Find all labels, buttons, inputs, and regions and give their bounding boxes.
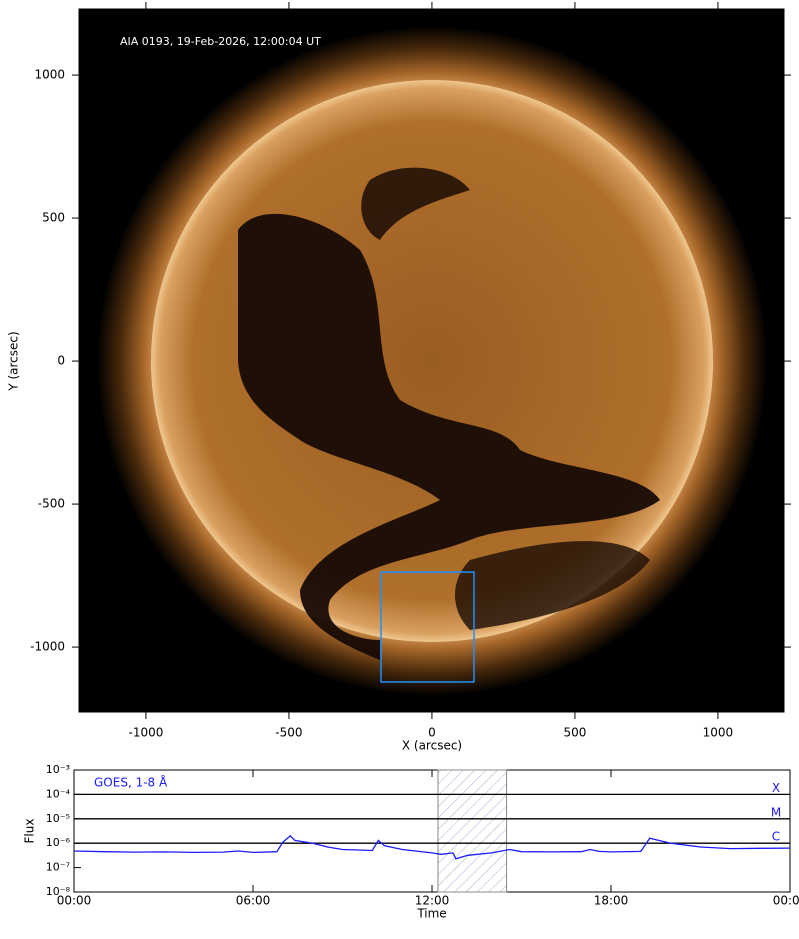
y-tick-label: 500 bbox=[42, 211, 65, 225]
y-tick-label: 10⁻⁸ bbox=[46, 885, 71, 898]
x-tick-label: 0 bbox=[428, 726, 436, 740]
level-label: M bbox=[771, 805, 781, 819]
x-tick-label: 12:00 bbox=[415, 894, 450, 908]
y-tick-label: 1000 bbox=[34, 68, 65, 82]
region-box bbox=[380, 571, 475, 683]
y-tick-label: 10⁻⁷ bbox=[46, 861, 70, 874]
flux-line bbox=[73, 835, 791, 860]
x-axis-label: X (arcsec) bbox=[402, 739, 462, 753]
x-tick-label: 00:00 bbox=[57, 894, 92, 908]
sun-image bbox=[97, 26, 767, 696]
level-label: X bbox=[772, 781, 780, 795]
plot-frame bbox=[73, 769, 791, 893]
image-title: AIA 0193, 19-Feb-2026, 12:00:04 UT bbox=[120, 35, 321, 48]
y-tick-label: 0 bbox=[57, 354, 65, 368]
y-axis-label: Y (arcsec) bbox=[7, 331, 21, 391]
x-tick-label: 00:00 bbox=[773, 894, 799, 908]
y-tick-label: 10⁻⁴ bbox=[46, 787, 71, 800]
x-tick-label: -500 bbox=[275, 726, 302, 740]
y-tick-label: -1000 bbox=[30, 640, 65, 654]
y-tick-label: 10⁻³ bbox=[46, 763, 70, 776]
x-tick-label: 06:00 bbox=[236, 894, 271, 908]
legend-label: GOES, 1-8 Å bbox=[94, 775, 168, 790]
y-tick-label: 10⁻⁵ bbox=[46, 812, 70, 825]
shaded-interval bbox=[437, 769, 508, 893]
level-label: C bbox=[772, 830, 780, 844]
y-axis-label: Flux bbox=[23, 819, 37, 844]
x-tick-label: 18:00 bbox=[594, 894, 629, 908]
y-tick-label: 10⁻⁶ bbox=[46, 836, 71, 849]
x-tick-label: 1000 bbox=[703, 726, 734, 740]
x-axis-label: Time bbox=[416, 907, 446, 921]
x-tick-label: -1000 bbox=[128, 726, 163, 740]
y-tick-label: -500 bbox=[38, 497, 65, 511]
x-tick-label: 500 bbox=[563, 726, 586, 740]
